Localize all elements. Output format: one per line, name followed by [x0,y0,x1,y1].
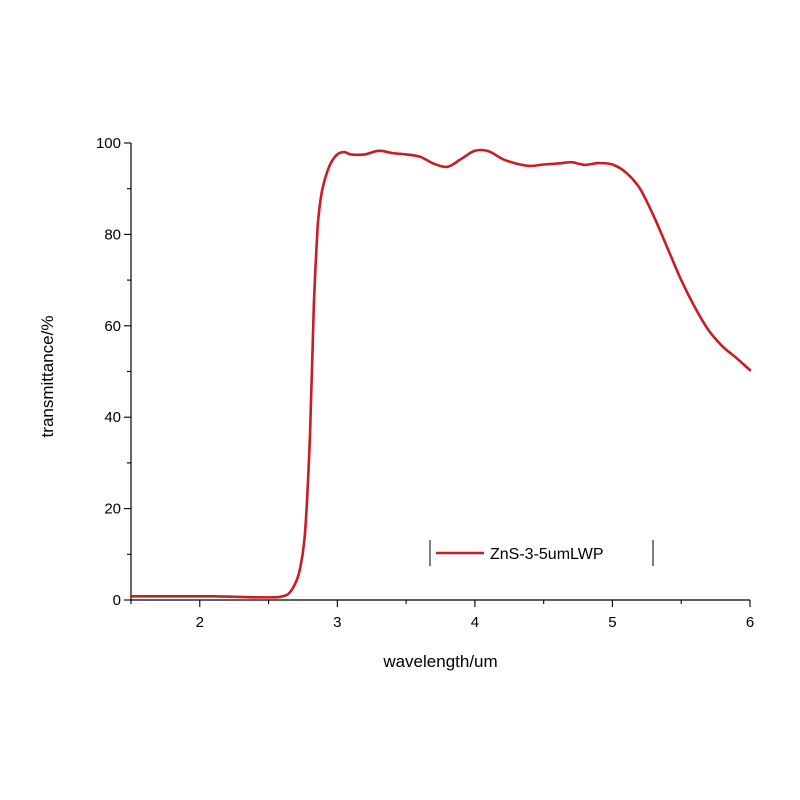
series-layer [129,148,752,599]
y-tick-label: 40 [104,409,121,426]
x-axis: 2 3 4 5 6 [130,599,754,631]
x-axis-title: wavelength/um [382,652,497,671]
series-line [129,148,752,599]
legend: ZnS-3-5umLWP [429,540,654,566]
x-tick-label: 2 [196,614,204,631]
y-tick-label: 80 [104,226,121,243]
y-axis-title: transmittance/% [38,316,57,438]
y-tick-label: 20 [104,501,121,518]
y-tick-label: 0 [113,592,121,609]
x-tick-label: 6 [746,614,754,631]
x-tick-label: 5 [608,614,616,631]
y-tick-label: 100 [96,135,121,152]
y-tick-label: 60 [104,318,121,335]
x-tick-label: 3 [333,614,341,631]
y-axis: 0 20 40 60 80 100 [96,135,132,609]
x-tick-label: 4 [471,614,479,631]
legend-label: ZnS-3-5umLWP [490,546,604,563]
